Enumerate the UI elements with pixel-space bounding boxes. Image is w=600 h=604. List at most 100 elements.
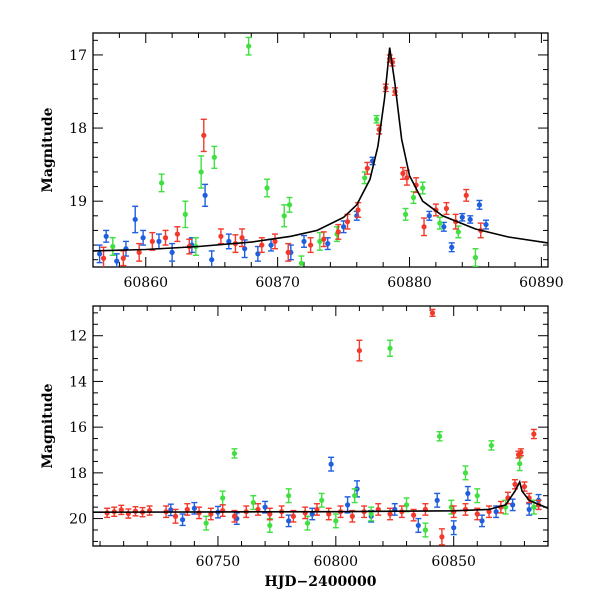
- top-data-point: [200, 118, 207, 153]
- top-data-point: [140, 229, 147, 246]
- top-data-point: [320, 231, 327, 248]
- marker: [169, 249, 175, 255]
- marker: [239, 235, 245, 241]
- top-y-tick-label: 17: [69, 48, 87, 64]
- marker: [226, 238, 232, 245]
- marker: [368, 511, 374, 517]
- top-data-point: [113, 253, 120, 267]
- bottom-data-point: [387, 507, 394, 521]
- bottom-data-point: [502, 499, 509, 515]
- bottom-data-point: [203, 515, 210, 531]
- marker: [335, 229, 341, 235]
- top-data-point: [254, 245, 261, 262]
- top-data-point: [476, 199, 483, 210]
- top-y-tick-label: 18: [69, 121, 87, 137]
- top-data-point: [419, 181, 426, 195]
- top-series-blue: [96, 156, 490, 267]
- marker: [521, 483, 528, 490]
- marker: [326, 511, 332, 517]
- marker: [220, 495, 226, 501]
- bottom-plot-frame: [92, 305, 549, 547]
- bottom-data-point: [328, 456, 335, 472]
- marker: [103, 233, 109, 239]
- marker: [415, 522, 421, 529]
- marker: [182, 211, 188, 217]
- bottom-y-tick-label: 12: [69, 329, 87, 345]
- bottom-data-point: [436, 431, 443, 442]
- marker: [517, 461, 523, 467]
- marker: [479, 518, 485, 524]
- bottom-data-point: [250, 495, 257, 511]
- top-data-point: [272, 233, 278, 250]
- marker: [285, 249, 291, 255]
- marker: [443, 205, 450, 212]
- marker: [449, 244, 455, 250]
- bottom-data-point: [375, 503, 382, 516]
- bottom-x-tick-label: 60750: [196, 554, 241, 570]
- top-data-point: [217, 228, 224, 245]
- bottom-data-point: [516, 456, 523, 472]
- top-data-point: [155, 233, 162, 250]
- marker: [356, 347, 362, 354]
- top-data-point: [373, 114, 380, 124]
- top-data-point: [202, 183, 209, 208]
- top-data-point: [443, 201, 450, 216]
- marker: [426, 213, 432, 219]
- bottom-data-point: [450, 520, 457, 536]
- bottom-data-point: [255, 503, 262, 516]
- bottom-x-tick-label: 60850: [431, 554, 476, 570]
- marker: [317, 238, 323, 245]
- marker: [246, 43, 252, 49]
- marker: [132, 508, 139, 514]
- top-model-curve: [93, 47, 548, 252]
- top-data-point: [472, 248, 479, 267]
- top-data-point: [96, 244, 103, 264]
- marker: [255, 506, 261, 513]
- marker: [345, 502, 351, 508]
- bottom-x-axis-label: HJD−2400000: [265, 574, 377, 590]
- bottom-data-point: [422, 503, 429, 516]
- bottom-data-point: [132, 505, 139, 517]
- top-data-point: [211, 145, 218, 169]
- marker: [474, 511, 480, 517]
- marker: [290, 513, 296, 519]
- marker: [437, 220, 443, 226]
- bottom-data-point: [118, 504, 125, 516]
- marker: [268, 242, 274, 248]
- bottom-y-tick-label: 18: [69, 466, 87, 482]
- top-x-tick-label: 60880: [387, 275, 432, 291]
- bottom-data-point: [429, 308, 436, 317]
- top-data-point: [198, 155, 205, 189]
- marker: [429, 310, 436, 316]
- bottom-data-point: [325, 507, 332, 521]
- bottom-data-point: [509, 498, 516, 512]
- marker: [308, 242, 314, 248]
- marker: [172, 513, 179, 519]
- top-panel: 60860 60870 60880 60890 17 18 19 Magnitude: [40, 32, 564, 291]
- marker: [162, 235, 169, 241]
- marker: [298, 260, 304, 266]
- bottom-data-point: [462, 465, 469, 481]
- bottom-data-point: [285, 488, 292, 504]
- top-data-point: [307, 237, 314, 254]
- top-data-point: [410, 190, 417, 205]
- marker: [387, 511, 393, 517]
- bottom-data-point: [167, 503, 174, 517]
- bottom-data-point: [368, 506, 375, 522]
- marker: [462, 470, 469, 476]
- marker: [441, 224, 447, 230]
- marker: [472, 254, 479, 261]
- bottom-data-point: [262, 500, 269, 514]
- marker: [459, 214, 465, 220]
- bottom-y-tick-label: 16: [69, 420, 87, 436]
- top-data-point: [109, 237, 116, 257]
- bottom-data-point: [488, 440, 495, 451]
- marker: [304, 520, 311, 526]
- marker: [434, 497, 440, 503]
- bottom-data-point: [302, 506, 309, 520]
- bottom-data-point: [391, 503, 398, 516]
- top-data-point: [158, 173, 165, 193]
- top-data-point: [298, 255, 305, 267]
